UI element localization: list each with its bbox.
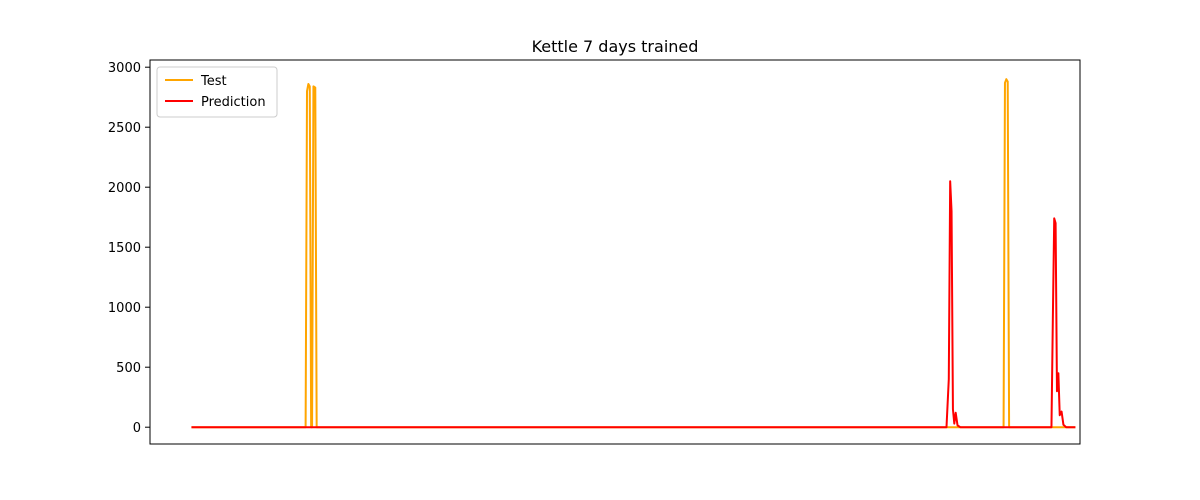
legend-label-prediction: Prediction bbox=[201, 95, 266, 110]
y-axis: 0 500 1000 1500 2000 2500 3000 bbox=[108, 61, 150, 436]
legend: Test Prediction bbox=[156, 66, 278, 118]
y-tick-label: 500 bbox=[116, 361, 141, 376]
legend-label-test: Test bbox=[200, 74, 227, 89]
y-tick-label: 3000 bbox=[108, 61, 141, 76]
axes-frame bbox=[149, 59, 1081, 445]
plot-area bbox=[191, 78, 1076, 429]
y-tick-label: 2000 bbox=[108, 181, 141, 196]
chart-title: Kettle 7 days trained bbox=[532, 37, 699, 56]
series-line-prediction bbox=[191, 180, 1076, 429]
y-tick-label: 1500 bbox=[108, 241, 141, 256]
y-tick-label: 2500 bbox=[108, 121, 141, 136]
y-tick-label: 0 bbox=[133, 421, 141, 436]
series-line-test bbox=[191, 78, 1076, 429]
y-tick-label: 1000 bbox=[108, 301, 141, 316]
